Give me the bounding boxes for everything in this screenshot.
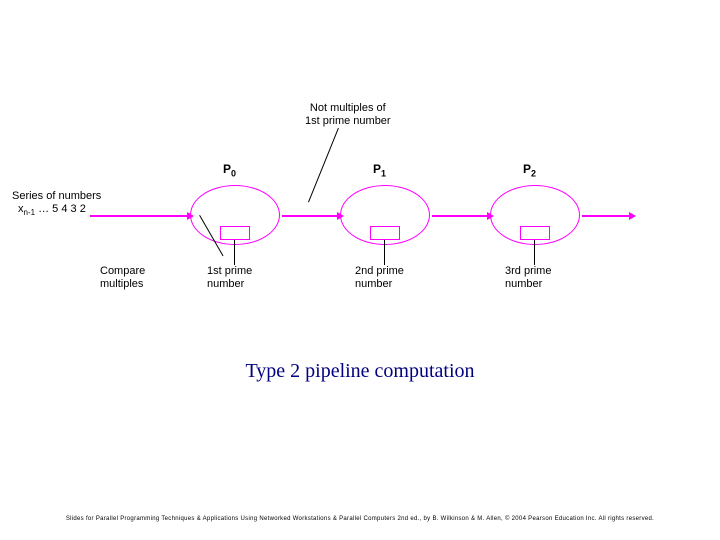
prime-box-2 xyxy=(520,226,550,240)
p1-label: P1 xyxy=(373,162,386,178)
prime3-label: 3rd prime number xyxy=(505,265,551,291)
arrow-line-1 xyxy=(282,215,338,217)
arrow-line-3 xyxy=(582,215,630,217)
arrow-line-2 xyxy=(432,215,488,217)
pointer-line-2 xyxy=(234,240,235,265)
arrow-head-1 xyxy=(337,212,344,220)
arrow-head-2 xyxy=(487,212,494,220)
compare-label: Compare multiples xyxy=(100,265,145,291)
pointer-line-3 xyxy=(384,240,385,265)
footer: Slides for Parallel Programming Techniqu… xyxy=(0,516,720,522)
p0-label: P0 xyxy=(223,162,236,178)
arrow-line-0 xyxy=(90,215,188,217)
p2-label: P2 xyxy=(523,162,536,178)
prime1-label: 1st prime number xyxy=(207,265,252,291)
arrow-head-0 xyxy=(187,212,194,220)
pipeline-diagram: Not multiples of 1st prime number P0 P1 … xyxy=(90,130,660,340)
prime-box-1 xyxy=(370,226,400,240)
caption: Type 2 pipeline computation xyxy=(0,360,720,383)
not-multiples-label: Not multiples of 1st prime number xyxy=(305,102,391,128)
arrow-head-3 xyxy=(629,212,636,220)
pointer-line-4 xyxy=(534,240,535,265)
series-label: Series of numbers xn-1 … 5 4 3 2 xyxy=(12,190,101,218)
pointer-line-1 xyxy=(308,128,339,203)
prime-box-0 xyxy=(220,226,250,240)
prime2-label: 2nd prime number xyxy=(355,265,404,291)
